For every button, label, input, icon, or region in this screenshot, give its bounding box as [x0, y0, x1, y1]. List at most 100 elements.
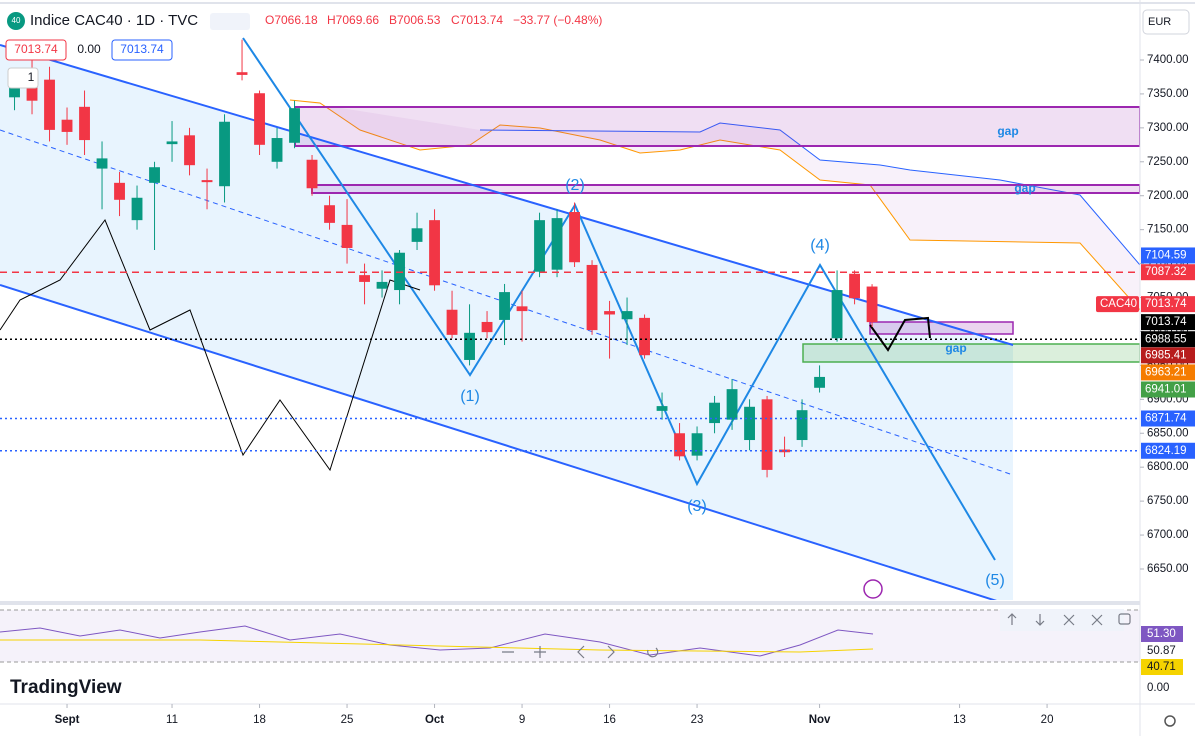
candle-body	[341, 224, 353, 248]
price-label: 6871.74	[1145, 413, 1187, 425]
y-tick-label: 6800.00	[1147, 461, 1189, 473]
candle-body	[656, 406, 668, 411]
candle-body	[184, 135, 195, 166]
symbol: Indice CAC40 · 1D · TVC	[30, 12, 198, 29]
candles	[9, 39, 878, 478]
lots-box[interactable]	[7, 67, 39, 89]
price-label-bg	[1141, 364, 1195, 381]
maximize[interactable]	[1118, 613, 1131, 625]
currency-box[interactable]	[1142, 9, 1190, 35]
candle-body	[796, 410, 808, 441]
candle-body	[149, 167, 160, 183]
candle-body	[411, 228, 423, 242]
annotation: gap	[997, 124, 1018, 138]
x-tick-label: 16	[603, 714, 616, 726]
candle-body	[271, 138, 283, 162]
candle-body	[499, 292, 510, 320]
candle-body	[79, 106, 90, 141]
wave	[242, 37, 996, 561]
price-tag: CAC40	[1100, 298, 1137, 310]
annotation: (5)	[985, 572, 1005, 589]
candle-body	[131, 197, 143, 221]
low: B7006.53	[389, 13, 441, 27]
rsi-label: 51.30	[1147, 628, 1176, 640]
rsi-line	[0, 625, 874, 657]
candle-body	[516, 306, 528, 312]
price-label-bg	[1141, 381, 1195, 398]
annotation: (4)	[810, 237, 830, 254]
reset[interactable]	[647, 647, 659, 658]
high: H7069.66	[327, 13, 379, 27]
logo: TradingView	[10, 677, 122, 698]
price-label: 6985.41	[1145, 349, 1187, 361]
candle-body	[44, 79, 55, 130]
candle-body	[639, 317, 650, 356]
candle-body	[61, 119, 73, 132]
candle-body	[604, 311, 615, 315]
rsi-label-bg	[1141, 626, 1183, 642]
sell[interactable]: 7013.74	[14, 42, 58, 56]
y-tick-label: 7300.00	[1147, 122, 1189, 134]
price-label: 7013.74	[1145, 316, 1187, 328]
candle-body	[306, 159, 318, 189]
annotation: (1)	[460, 388, 480, 405]
close: C7013.74	[451, 13, 503, 27]
buy[interactable]: 7013.74	[120, 42, 164, 56]
channel	[0, 45, 1013, 600]
move-up[interactable]	[1007, 613, 1017, 625]
candle-body	[814, 376, 825, 388]
annotation: gap	[1014, 181, 1035, 195]
x-tick-label: Nov	[809, 714, 831, 726]
candle-body	[744, 406, 755, 441]
channel-line	[0, 44, 1014, 346]
price-label: 6824.19	[1145, 445, 1187, 457]
collapse[interactable]	[1091, 614, 1103, 626]
x-tick-label: 9	[519, 714, 525, 726]
settings[interactable]	[1164, 715, 1176, 727]
channel-line	[0, 284, 998, 600]
candle-body	[586, 264, 598, 331]
candle-body	[9, 85, 20, 98]
candle-body	[709, 402, 720, 424]
price-label-bg	[1141, 442, 1195, 459]
candle-body	[551, 218, 563, 270]
candle-body	[114, 182, 125, 200]
alert-icon[interactable]	[863, 579, 883, 599]
close-pane[interactable]	[1063, 614, 1075, 626]
currency[interactable]: EUR	[1148, 16, 1171, 28]
y-tick-label: 6700.00	[1147, 529, 1189, 541]
zoom-controls[interactable]	[502, 645, 615, 659]
y-tick-label: 7400.00	[1147, 54, 1189, 66]
candle-body	[831, 290, 843, 339]
gap-box	[869, 321, 1014, 335]
lots: 1	[28, 70, 35, 84]
rsi-label: 40.71	[1147, 661, 1176, 673]
price-label-bg	[1141, 347, 1195, 364]
y-tick-label: 7200.00	[1147, 190, 1189, 202]
y-tick-label: 6650.00	[1147, 563, 1189, 575]
candle-body	[166, 141, 178, 145]
sell-box[interactable]	[5, 39, 67, 61]
y-tick-label: 6750.00	[1147, 495, 1189, 507]
indicator-toggle[interactable]	[210, 13, 250, 30]
candle-body	[726, 389, 738, 420]
candle-body	[219, 121, 230, 187]
price-label: 7087.32	[1145, 266, 1187, 278]
move-down[interactable]	[1035, 614, 1045, 626]
price-label: 6988.55	[1145, 333, 1187, 345]
buy-box[interactable]	[111, 39, 173, 61]
candle-body	[201, 180, 213, 183]
price-label-bg	[1141, 314, 1195, 331]
x-tick-label: 13	[953, 714, 966, 726]
candle-body	[289, 108, 300, 143]
price-label: 6941.01	[1145, 384, 1187, 396]
price-label: 7104.59	[1145, 250, 1187, 262]
price-tag-bg	[1096, 296, 1139, 313]
x-tick-label: 11	[166, 714, 178, 726]
y-tick-label: 6850.00	[1147, 427, 1189, 439]
candle-body	[254, 93, 265, 145]
candle-body	[376, 281, 388, 289]
spread: 0.00	[77, 42, 101, 56]
candle-body	[446, 309, 458, 335]
candle-body	[761, 399, 773, 470]
